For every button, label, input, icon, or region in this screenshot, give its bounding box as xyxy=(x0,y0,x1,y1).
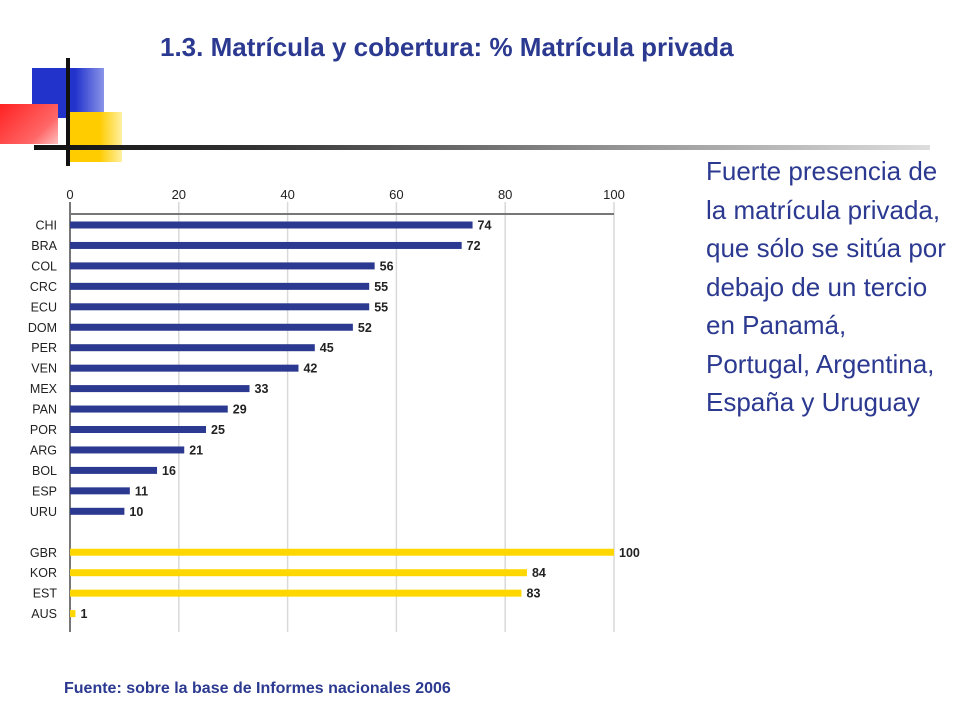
data-label: 100 xyxy=(619,546,640,560)
data-label: 16 xyxy=(162,464,176,478)
data-label: 55 xyxy=(374,280,388,294)
category-label: PAN xyxy=(32,403,57,417)
x-tick-label: 60 xyxy=(389,187,403,202)
bar xyxy=(70,323,353,331)
bar xyxy=(70,446,185,454)
data-label: 74 xyxy=(478,219,492,233)
category-label: URU xyxy=(30,505,57,519)
bar xyxy=(70,589,522,597)
data-label: 11 xyxy=(135,484,148,498)
bar xyxy=(70,385,250,393)
bar xyxy=(70,344,315,352)
bar xyxy=(70,282,370,290)
description-text: Fuerte presencia de la matrícula privada… xyxy=(706,156,946,417)
deco-red-square xyxy=(0,104,58,144)
x-tick-label: 100 xyxy=(603,187,625,202)
data-label: 56 xyxy=(380,259,394,273)
source-note: Fuente: sobre la base de Informes nacion… xyxy=(64,680,451,697)
x-tick-label: 0 xyxy=(66,187,73,202)
bar xyxy=(70,241,462,249)
category-label: CHI xyxy=(35,219,57,233)
bar xyxy=(70,426,206,433)
data-label: 10 xyxy=(129,505,143,519)
bar xyxy=(70,405,228,413)
data-label: 1 xyxy=(80,607,87,621)
category-label: POR xyxy=(30,423,57,437)
category-label: MEX xyxy=(30,382,58,396)
deco-yellow-square xyxy=(66,112,122,162)
category-label: EST xyxy=(33,587,58,601)
data-label: 52 xyxy=(358,321,372,335)
deco-vertical-line xyxy=(66,58,70,166)
category-label: AUS xyxy=(31,607,57,621)
bar xyxy=(70,466,158,474)
category-label: BOL xyxy=(32,464,57,478)
data-label: 72 xyxy=(467,239,481,253)
data-label: 33 xyxy=(255,382,269,396)
page-title: 1.3. Matrícula y cobertura: % Matrícula … xyxy=(160,32,734,62)
bar xyxy=(70,221,473,229)
category-label: ESP xyxy=(32,484,57,498)
bar xyxy=(70,487,130,495)
data-label: 21 xyxy=(189,443,203,457)
category-label: PER xyxy=(31,341,57,355)
category-label: COL xyxy=(31,259,57,273)
bar xyxy=(70,569,527,577)
data-label: 25 xyxy=(211,423,225,437)
deco-horizontal-line xyxy=(34,145,930,150)
x-tick-label: 80 xyxy=(498,187,512,202)
x-tick-label: 20 xyxy=(172,187,186,202)
data-label: 42 xyxy=(303,362,317,376)
data-label: 29 xyxy=(233,403,247,417)
bar xyxy=(70,507,125,515)
category-label: BRA xyxy=(31,239,57,253)
category-label: ARG xyxy=(30,443,57,457)
x-tick-label: 40 xyxy=(280,187,294,202)
category-label: KOR xyxy=(30,566,57,580)
bar xyxy=(70,364,299,372)
category-label: CRC xyxy=(30,280,57,294)
category-label: DOM xyxy=(28,321,57,335)
data-label: 83 xyxy=(527,587,541,601)
data-label: 55 xyxy=(374,300,388,314)
data-label: 84 xyxy=(532,566,546,580)
category-label: ECU xyxy=(31,300,57,314)
bar xyxy=(70,610,76,618)
category-label: VEN xyxy=(31,362,57,376)
bar xyxy=(70,548,614,556)
bar xyxy=(70,262,375,270)
category-label: GBR xyxy=(30,546,57,560)
data-label: 45 xyxy=(320,341,334,355)
bar xyxy=(70,303,370,311)
